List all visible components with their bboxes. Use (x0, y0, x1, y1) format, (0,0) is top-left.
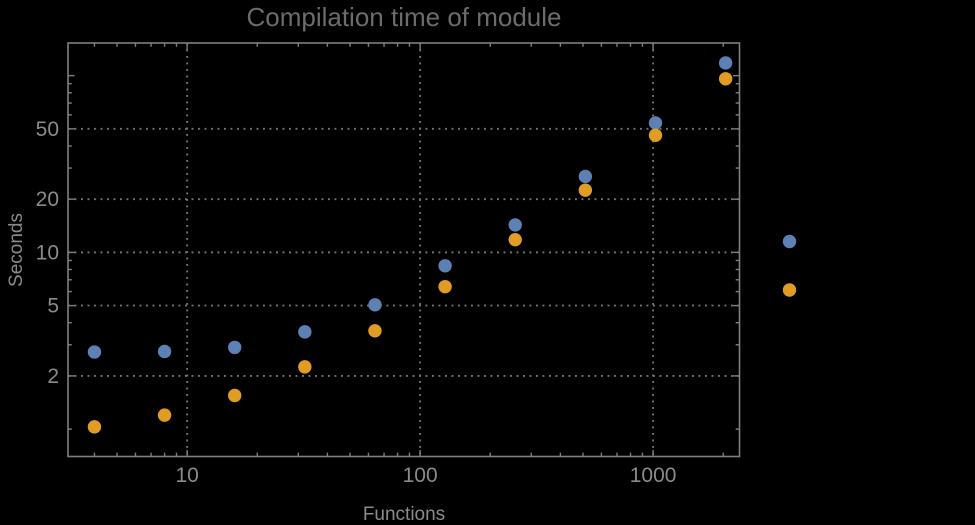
data-point-series-1 (298, 325, 312, 339)
x-tick-label: 1000 (630, 464, 677, 487)
data-point-series-1 (508, 218, 522, 232)
y-tick-label: 20 (36, 188, 59, 211)
data-point-series-2 (228, 388, 242, 403)
chart-title: Compilation time of module (246, 2, 562, 32)
legend-marker-series-2 (782, 283, 797, 297)
data-point-series-1 (228, 340, 242, 355)
data-point-series-2 (578, 183, 593, 197)
data-point-series-2 (368, 324, 382, 338)
y-tick-label: 50 (36, 118, 59, 141)
data-point-series-2 (718, 72, 733, 86)
data-point-series-1 (648, 116, 663, 130)
data-point-series-2 (298, 360, 312, 374)
data-point-series-1 (368, 298, 382, 312)
x-tick-label: 100 (403, 464, 438, 487)
data-point-series-1 (157, 344, 172, 359)
y-tick-label: 5 (47, 295, 59, 318)
data-point-series-2 (508, 232, 522, 247)
data-point-series-1 (87, 345, 102, 359)
data-point-series-1 (438, 259, 452, 273)
data-point-series-2 (157, 408, 172, 422)
plot-frame (67, 42, 741, 458)
x-tick-label: 10 (175, 464, 198, 487)
x-axis-label: Functions (362, 504, 446, 525)
data-point-series-2 (648, 128, 663, 142)
y-tick-label: 10 (36, 241, 59, 264)
data-point-series-2 (87, 420, 102, 434)
y-tick-label: 2 (47, 365, 59, 388)
data-point-series-1 (718, 56, 733, 70)
data-point-series-2 (438, 279, 452, 294)
legend-marker-series-1 (782, 234, 797, 249)
data-point-series-1 (578, 169, 593, 184)
